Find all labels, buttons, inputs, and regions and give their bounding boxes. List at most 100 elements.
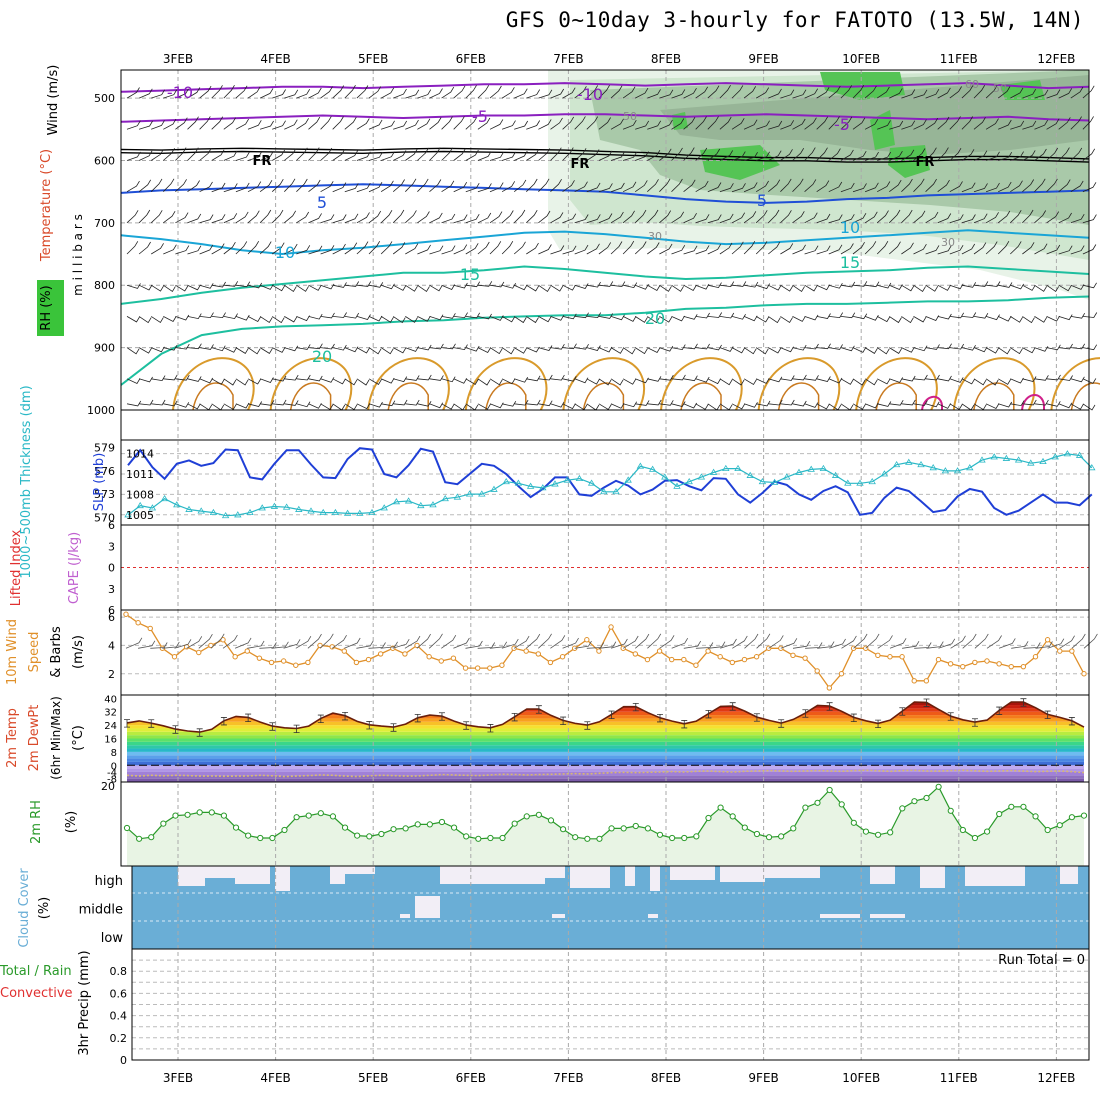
rh-point <box>160 820 167 827</box>
wind-barb <box>1059 635 1075 649</box>
wind-barb <box>513 316 527 324</box>
rh-point <box>971 834 979 842</box>
wind-barb <box>889 120 904 130</box>
wind-barb <box>659 243 673 255</box>
bottom-date-label: 10FEB <box>842 1071 880 1085</box>
wind-barb <box>296 284 309 292</box>
wind-barb <box>417 211 430 224</box>
wind-barb <box>417 178 429 192</box>
rh-point <box>996 810 1003 818</box>
wind-barb <box>368 151 383 161</box>
wind-barb <box>985 85 998 99</box>
wind-barb <box>151 89 166 99</box>
wind-barb <box>247 240 260 255</box>
wind-barb <box>550 284 564 292</box>
wind-barb <box>731 118 745 130</box>
wind-barb <box>513 347 527 354</box>
wind-barb <box>126 87 140 99</box>
wind-barb <box>356 347 370 354</box>
temp-minmax <box>899 707 906 716</box>
thickness-point <box>514 479 523 486</box>
wind-barb <box>477 281 493 287</box>
wind-barb <box>235 241 248 255</box>
axis-label: Wind (m/s) <box>46 65 61 136</box>
wind-speed-point <box>487 665 493 671</box>
cloud-gap <box>570 866 610 888</box>
rh-point <box>499 834 506 842</box>
rh-point <box>293 814 300 821</box>
wind-barb <box>550 401 565 408</box>
wind-barb <box>586 281 601 288</box>
wind-barb <box>417 89 432 99</box>
rh-point <box>608 825 615 832</box>
wind-barb <box>356 403 371 410</box>
rh-point <box>826 786 833 794</box>
wind-barb <box>356 118 370 130</box>
rh-point <box>790 825 797 832</box>
wind-barb <box>816 213 831 224</box>
wind-barb <box>187 87 201 99</box>
wind-barb <box>138 88 153 99</box>
wind-barb <box>598 150 613 161</box>
wind-barb <box>610 638 628 649</box>
wind-barb <box>1022 242 1035 255</box>
axis-label: & Barbs <box>49 626 64 678</box>
wind-barb <box>695 86 709 99</box>
temp-band <box>127 758 1084 762</box>
slp-line <box>127 447 1093 516</box>
wind-barb <box>380 316 394 323</box>
wind-speed-point <box>923 678 930 684</box>
wind-barb <box>804 375 819 381</box>
panel-frame <box>120 609 1090 696</box>
wind-barb <box>622 378 637 385</box>
cloud-gap <box>415 896 440 918</box>
temp-minmax <box>172 725 179 734</box>
wind-barb <box>925 178 937 192</box>
axis-label: 3hr Precip (mm) <box>77 950 92 1055</box>
surface-temp-contour <box>875 382 917 411</box>
wind-barb <box>223 403 237 410</box>
rh-point <box>935 783 942 790</box>
thickness-point <box>697 473 706 480</box>
wind-barb <box>1034 316 1048 323</box>
wind-barb <box>889 284 903 291</box>
thickness-point <box>709 468 718 475</box>
wind-barb <box>1070 86 1084 99</box>
wind-barb <box>792 147 805 161</box>
wind-barb <box>489 378 503 386</box>
thickness-point <box>1039 457 1047 465</box>
rh-point <box>305 812 312 819</box>
wind-barb <box>901 284 915 292</box>
wind-barb <box>1058 245 1073 255</box>
wind-barb <box>429 147 441 161</box>
wind-barb <box>804 284 818 292</box>
temp-minmax <box>245 713 252 723</box>
wind-barb <box>574 148 587 161</box>
wind-barb <box>368 401 383 408</box>
temp-minmax <box>778 719 785 728</box>
wind-barb <box>877 181 891 193</box>
wind-barb <box>138 376 153 383</box>
wind-barb <box>138 347 152 354</box>
wind-barb <box>513 635 530 649</box>
wind-barb <box>477 403 491 410</box>
rh-point <box>656 831 664 838</box>
wind-barb <box>526 399 541 406</box>
thickness-point <box>1014 456 1023 463</box>
wind-barb <box>175 314 190 321</box>
wind-barb <box>840 281 856 288</box>
wind-barb <box>271 316 285 324</box>
temp-minmax <box>511 713 518 722</box>
wind-speed-point <box>1032 654 1039 660</box>
wind-barb <box>151 346 165 353</box>
wind-barb <box>441 313 456 319</box>
wind-barb <box>405 210 417 224</box>
wind-barb <box>199 85 212 99</box>
wind-barb <box>998 282 1013 288</box>
wind-barb <box>139 399 154 406</box>
wind-barb <box>562 147 574 161</box>
wind-barb <box>538 284 551 292</box>
wind-barb <box>126 283 141 289</box>
wind-barb <box>538 89 553 99</box>
wind-barb <box>574 640 592 649</box>
